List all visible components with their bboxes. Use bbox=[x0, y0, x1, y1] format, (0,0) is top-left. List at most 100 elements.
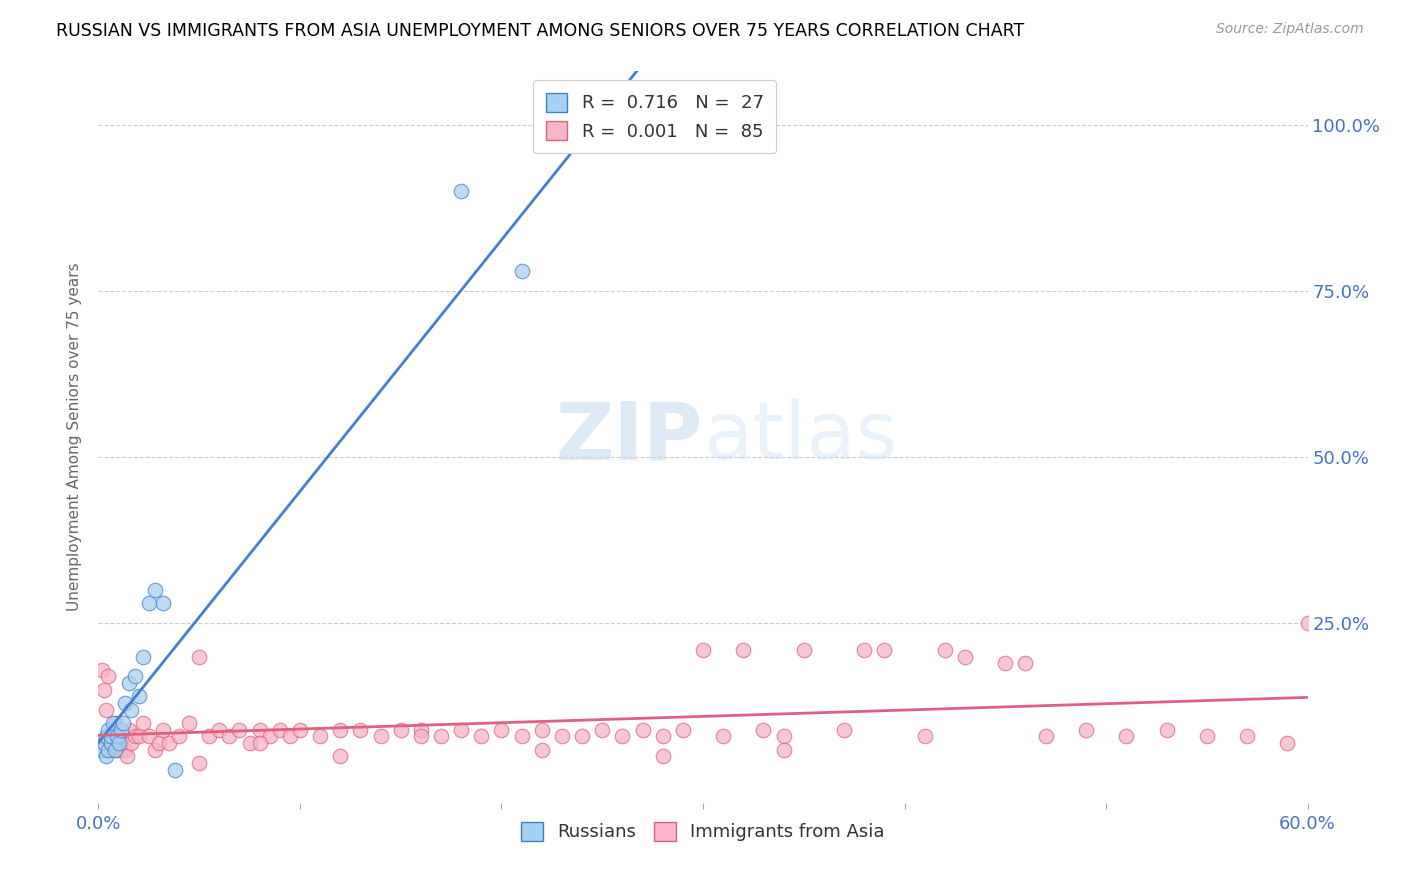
Point bbox=[124, 729, 146, 743]
Point bbox=[152, 723, 174, 737]
Point bbox=[115, 749, 138, 764]
Point bbox=[551, 729, 574, 743]
Point bbox=[711, 729, 734, 743]
Point bbox=[188, 649, 211, 664]
Point bbox=[934, 643, 956, 657]
Point bbox=[107, 736, 129, 750]
Point bbox=[138, 729, 160, 743]
Point bbox=[103, 742, 125, 756]
Point bbox=[111, 716, 134, 731]
Point bbox=[510, 264, 533, 278]
Point bbox=[510, 729, 533, 743]
Point bbox=[96, 749, 118, 764]
Point bbox=[914, 729, 936, 743]
Text: RUSSIAN VS IMMIGRANTS FROM ASIA UNEMPLOYMENT AMONG SENIORS OVER 75 YEARS CORRELA: RUSSIAN VS IMMIGRANTS FROM ASIA UNEMPLOY… bbox=[56, 22, 1025, 40]
Point bbox=[953, 649, 976, 664]
Point bbox=[118, 723, 141, 737]
Point bbox=[631, 723, 654, 737]
Point bbox=[218, 729, 240, 743]
Point bbox=[752, 723, 775, 737]
Point bbox=[148, 736, 170, 750]
Point bbox=[93, 736, 115, 750]
Point bbox=[349, 723, 371, 737]
Point bbox=[167, 729, 190, 743]
Point bbox=[128, 729, 150, 743]
Point bbox=[143, 742, 166, 756]
Text: ZIP: ZIP bbox=[555, 398, 703, 476]
Legend: Russians, Immigrants from Asia: Russians, Immigrants from Asia bbox=[515, 814, 891, 848]
Point bbox=[188, 756, 211, 770]
Point bbox=[157, 736, 180, 750]
Point bbox=[1277, 736, 1299, 750]
Point bbox=[772, 742, 794, 756]
Point bbox=[278, 729, 301, 743]
Point bbox=[97, 729, 120, 743]
Point bbox=[152, 596, 174, 610]
Point bbox=[530, 742, 553, 756]
Point bbox=[1115, 729, 1137, 743]
Point bbox=[692, 643, 714, 657]
Point bbox=[124, 669, 146, 683]
Point bbox=[128, 690, 150, 704]
Point bbox=[309, 729, 332, 743]
Point bbox=[249, 723, 271, 737]
Point bbox=[1035, 729, 1057, 743]
Point bbox=[259, 729, 281, 743]
Point bbox=[143, 582, 166, 597]
Point bbox=[389, 723, 412, 737]
Point bbox=[370, 729, 392, 743]
Point bbox=[118, 676, 141, 690]
Point bbox=[107, 736, 129, 750]
Point bbox=[138, 596, 160, 610]
Point bbox=[832, 723, 855, 737]
Point bbox=[591, 723, 613, 737]
Point bbox=[101, 736, 124, 750]
Point bbox=[239, 736, 262, 750]
Point bbox=[228, 723, 250, 737]
Point bbox=[105, 729, 128, 743]
Point bbox=[430, 729, 453, 743]
Point bbox=[733, 643, 755, 657]
Point bbox=[100, 729, 122, 743]
Point bbox=[114, 742, 136, 756]
Point bbox=[329, 723, 352, 737]
Point bbox=[1296, 616, 1319, 631]
Point bbox=[97, 723, 120, 737]
Point bbox=[249, 736, 271, 750]
Point bbox=[110, 742, 132, 756]
Point bbox=[110, 723, 132, 737]
Point bbox=[132, 649, 155, 664]
Point bbox=[651, 729, 673, 743]
Point bbox=[1074, 723, 1097, 737]
Point bbox=[101, 716, 124, 731]
Point bbox=[530, 723, 553, 737]
Point bbox=[91, 742, 114, 756]
Point bbox=[491, 723, 513, 737]
Point bbox=[450, 723, 472, 737]
Point bbox=[612, 729, 634, 743]
Point bbox=[97, 669, 120, 683]
Point bbox=[97, 742, 120, 756]
Point bbox=[1236, 729, 1258, 743]
Point bbox=[591, 137, 613, 152]
Point bbox=[651, 749, 673, 764]
Point bbox=[873, 643, 896, 657]
Point bbox=[571, 729, 593, 743]
Point bbox=[132, 716, 155, 731]
Point bbox=[111, 729, 134, 743]
Point bbox=[269, 723, 291, 737]
Point bbox=[470, 729, 492, 743]
Point bbox=[208, 723, 231, 737]
Point bbox=[163, 763, 186, 777]
Point bbox=[100, 736, 122, 750]
Point bbox=[994, 656, 1017, 670]
Text: Source: ZipAtlas.com: Source: ZipAtlas.com bbox=[1216, 22, 1364, 37]
Point bbox=[103, 716, 125, 731]
Point bbox=[96, 703, 118, 717]
Point bbox=[105, 742, 128, 756]
Point bbox=[120, 703, 142, 717]
Point bbox=[114, 696, 136, 710]
Point bbox=[91, 663, 114, 677]
Point bbox=[198, 729, 221, 743]
Point bbox=[100, 742, 122, 756]
